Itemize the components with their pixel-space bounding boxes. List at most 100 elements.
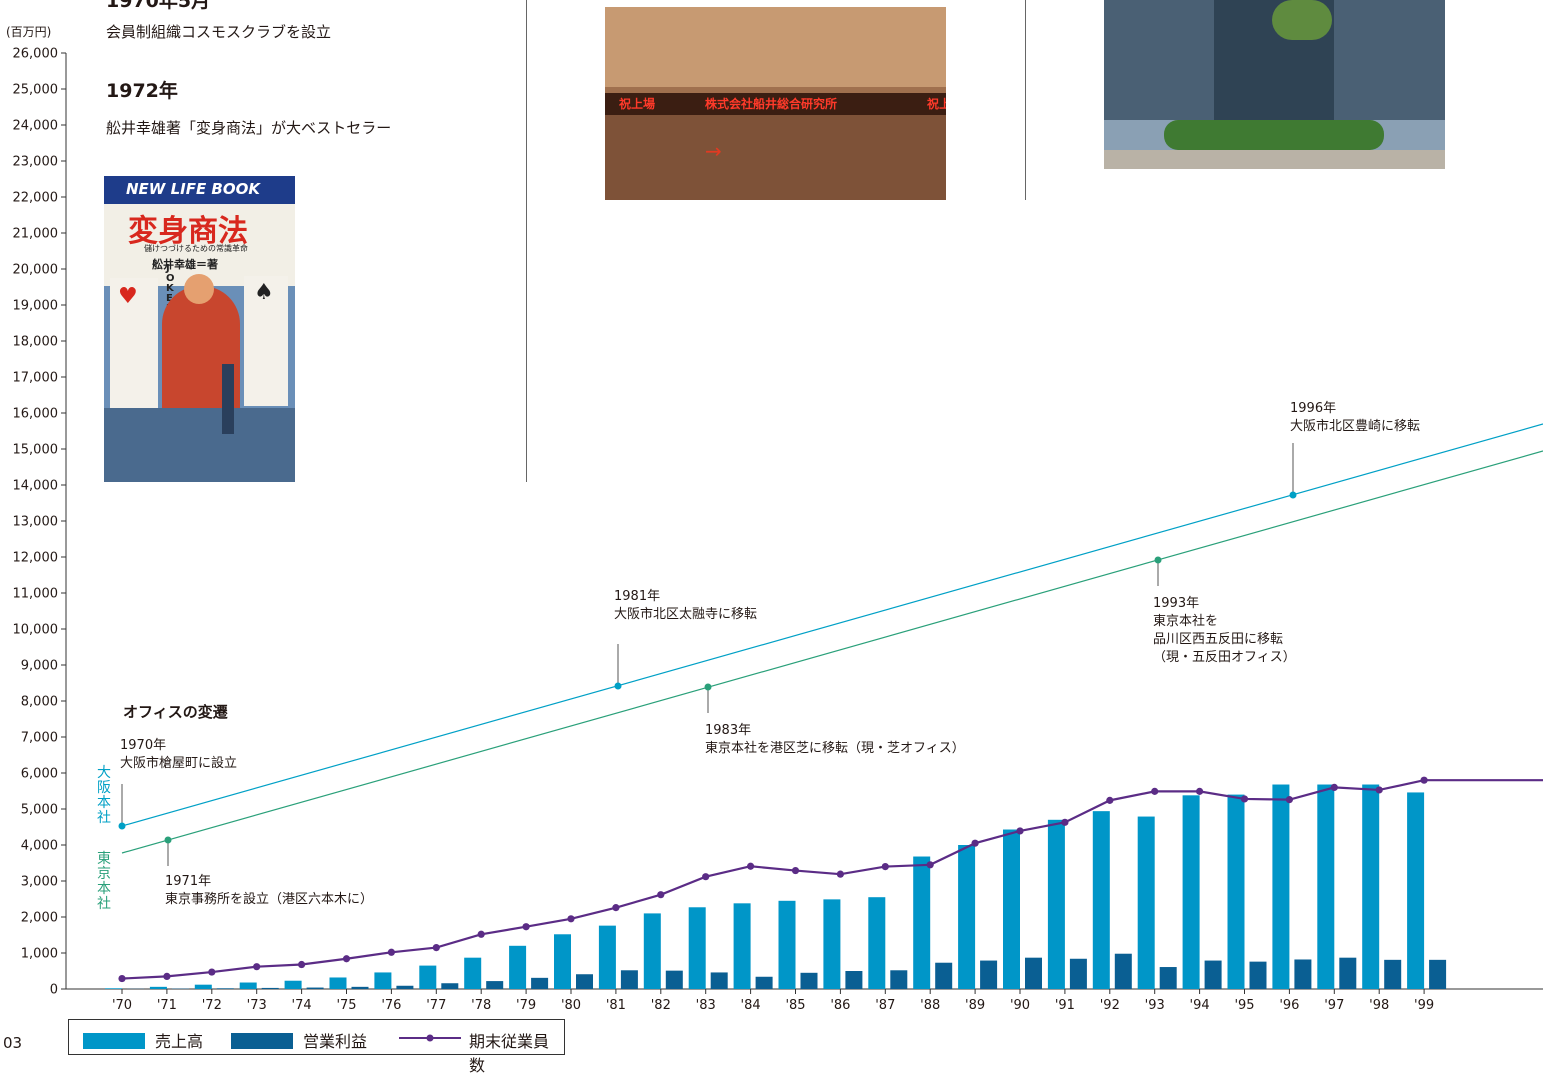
jester-head	[184, 274, 214, 304]
bar-op-profit	[980, 961, 997, 989]
x-tick-label: '83	[696, 998, 716, 1013]
y-tick-label: 16,000	[13, 407, 59, 422]
bar-sales	[779, 901, 796, 989]
bar-op-profit	[1205, 961, 1222, 989]
office-marker	[705, 684, 712, 691]
x-tick-label: '78	[471, 998, 491, 1013]
employees-point	[702, 873, 709, 880]
office-event-year: 1970年	[120, 737, 237, 755]
office-event-text: 東京事務所を設立（港区六本木に）	[165, 891, 373, 909]
legend-label-sales: 売上高	[155, 1028, 203, 1052]
employees-point	[972, 840, 979, 847]
hall-ceiling	[605, 7, 946, 87]
employees-point	[792, 867, 799, 874]
employees-point	[253, 963, 260, 970]
history-desc: 会員制組織コスモスクラブを設立	[106, 21, 331, 42]
page-number: 03	[3, 1034, 22, 1052]
employees-point	[388, 949, 395, 956]
office-event: 1981年 大阪市北区太融寺に移転	[614, 588, 757, 624]
x-tick-label: '87	[875, 998, 895, 1013]
y-tick-label: 21,000	[13, 227, 59, 242]
y-tick-label: 20,000	[13, 263, 59, 278]
history-year: 1972年	[106, 76, 178, 103]
x-tick-label: '85	[785, 998, 805, 1013]
x-tick-label: '74	[292, 998, 312, 1013]
y-tick-label: 8,000	[21, 695, 58, 710]
employees-point	[1106, 797, 1113, 804]
y-tick-label: 5,000	[21, 803, 58, 818]
x-tick-label: '99	[1414, 998, 1434, 1013]
employees-point	[298, 961, 305, 968]
office-building-photo	[1104, 0, 1445, 169]
bar-sales	[913, 857, 930, 989]
y-axis-unit: (百万円)	[6, 25, 51, 39]
employees-point	[433, 944, 440, 951]
x-tick-label: '97	[1324, 998, 1344, 1013]
employees-point	[747, 863, 754, 870]
bar-op-profit	[801, 973, 818, 989]
y-tick-label: 23,000	[13, 155, 59, 170]
legend-label-employees: 期末従業員数	[469, 1028, 564, 1076]
x-tick-label: '77	[426, 998, 446, 1013]
bar-sales	[599, 926, 616, 989]
history-desc: 舩井幸雄著「変身商法」が大ベストセラー	[106, 117, 391, 138]
employees-point	[1331, 784, 1338, 791]
bar-op-profit	[441, 983, 458, 989]
bar-sales	[734, 903, 751, 989]
bar-sales	[330, 977, 347, 989]
city-skyline	[104, 408, 295, 482]
legend-swatch-sales	[83, 1033, 145, 1049]
office-event-year: 1983年	[705, 722, 965, 740]
office-event-year: 1993年	[1153, 595, 1296, 613]
bar-sales	[644, 913, 661, 989]
x-tick-label: '76	[381, 998, 401, 1013]
x-tick-label: '98	[1369, 998, 1389, 1013]
bar-sales	[1407, 792, 1424, 989]
y-tick-label: 26,000	[13, 47, 59, 62]
employees-point	[1016, 827, 1023, 834]
x-tick-label: '79	[516, 998, 536, 1013]
employees-point	[1376, 786, 1383, 793]
office-event: 1970年 大阪市槍屋町に設立	[120, 737, 237, 773]
y-tick-label: 3,000	[21, 875, 58, 890]
tokyo-hq-label: 東京本社	[96, 852, 112, 912]
x-tick-label: '82	[651, 998, 671, 1013]
office-event-year: 1971年	[165, 873, 373, 891]
sidewalk	[1104, 150, 1445, 169]
legend-label-op-profit: 営業利益	[303, 1028, 367, 1052]
x-tick-label: '96	[1279, 998, 1299, 1013]
hall-sign: 祝上場	[619, 95, 655, 112]
employees-point	[657, 891, 664, 898]
y-tick-label: 24,000	[13, 119, 59, 134]
office-marker	[165, 837, 172, 844]
history-year: 1970年5月	[106, 0, 210, 13]
y-tick-label: 9,000	[21, 659, 58, 674]
bar-sales	[1048, 820, 1065, 989]
bar-sales	[823, 899, 840, 989]
book-subtitle: 儲けつづけるための常識革命	[144, 243, 248, 254]
employees-point	[1241, 795, 1248, 802]
bar-op-profit	[666, 971, 683, 989]
y-tick-label: 1,000	[21, 947, 58, 962]
bar-sales	[1183, 795, 1200, 989]
x-tick-label: '88	[920, 998, 940, 1013]
x-tick-label: '73	[247, 998, 267, 1013]
employees-point	[1151, 788, 1158, 795]
bar-op-profit	[1115, 954, 1132, 989]
office-event-text: 品川区西五反田に移転	[1153, 631, 1296, 649]
tree-foliage	[1272, 0, 1332, 40]
employees-point	[118, 975, 125, 982]
x-tick-label: '90	[1010, 998, 1030, 1013]
listing-hall-photo: 祝上場 株式会社船井総合研究所 祝上 →	[605, 7, 946, 200]
x-tick-label: '89	[965, 998, 985, 1013]
office-event-text: 大阪市北区豊崎に移転	[1290, 418, 1420, 436]
osaka-office-line	[122, 424, 1543, 826]
bar-op-profit	[486, 981, 503, 989]
y-tick-label: 6,000	[21, 767, 58, 782]
bar-sales	[689, 907, 706, 989]
bar-sales	[195, 985, 212, 989]
bar-op-profit	[1160, 967, 1177, 989]
spade-icon: ♠	[254, 280, 274, 305]
employees-point	[343, 955, 350, 962]
bar-op-profit	[396, 986, 413, 989]
